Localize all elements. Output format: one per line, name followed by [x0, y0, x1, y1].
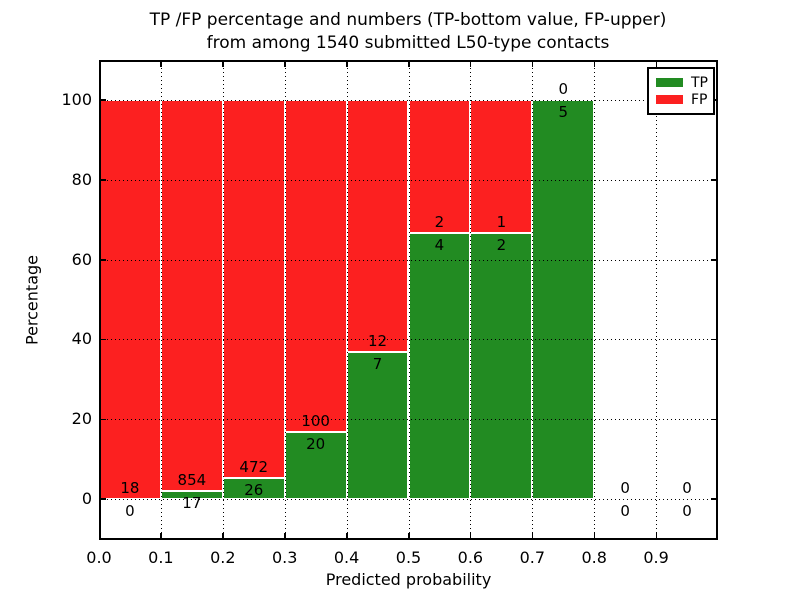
- x-tickmark-bottom-0.6: [469, 533, 472, 540]
- x-tickmark-top-0.0: [98, 60, 100, 67]
- annotation-tp-bin-3: 20: [306, 435, 326, 454]
- legend-item-fp: FP: [656, 91, 713, 108]
- legend-item-tp: TP: [656, 74, 713, 91]
- x-tickmark-bottom-0.0: [98, 533, 100, 540]
- bar-fp-bin-4: [346, 99, 409, 352]
- annotation-tp-bin-9: 0: [682, 501, 692, 520]
- y-tickmark-right-20: [711, 418, 718, 421]
- x-tickmark-bottom-0.4: [346, 533, 348, 540]
- annotation-tp-bin-0: 0: [125, 501, 135, 520]
- x-tickmark-top-0.2: [222, 60, 224, 67]
- annotation-fp-bin-1: 854: [177, 471, 207, 490]
- x-tick-label-0.3: 0.3: [271, 548, 298, 567]
- plot-area: TP FP 18 0 854 17 472 26 100 20 12 7 2 4 1 2 0 5 0 0 0 0: [98, 60, 718, 540]
- x-tick-label-0.1: 0.1: [148, 548, 174, 567]
- annotation-fp-bin-5: 2: [434, 212, 445, 231]
- y-tickmark-right-40: [711, 338, 718, 341]
- annotation-fp-bin-9: 0: [682, 478, 692, 497]
- x-tickmark-top-0.9: [655, 60, 658, 67]
- v-gridline-0.9: [656, 60, 658, 540]
- annotation-fp-bin-6: 1: [496, 212, 507, 231]
- x-axis-label: Predicted probability: [325, 570, 492, 589]
- x-tick-label-0.8: 0.8: [581, 548, 607, 567]
- annotation-fp-bin-4: 12: [368, 331, 388, 350]
- annotation-tp-bin-6: 2: [496, 235, 507, 254]
- tp-legend-label: TP: [691, 74, 708, 91]
- legend: TP FP: [647, 67, 715, 115]
- x-tickmark-bottom-0.1: [160, 533, 162, 540]
- annotation-fp-bin-2: 472: [239, 458, 269, 477]
- v-gridline-0.5: [408, 60, 410, 540]
- y-tickmark-left-20: [99, 418, 106, 421]
- y-tickmark-right-80: [711, 179, 718, 181]
- x-tickmark-top-0.7: [531, 60, 534, 67]
- x-tickmark-top-0.4: [346, 60, 348, 67]
- v-gridline-0.3: [284, 60, 286, 540]
- y-tick-label-60: 60: [71, 249, 92, 269]
- x-tickmark-top-0.8: [593, 60, 596, 67]
- x-tick-label-0.6: 0.6: [457, 548, 484, 567]
- annotation-fp-bin-0: 18: [120, 478, 140, 497]
- y-tick-label-40: 40: [71, 329, 92, 349]
- x-tick-label-0.0: 0.0: [86, 548, 112, 567]
- v-gridline-0.7: [532, 60, 534, 540]
- bar-tp-bin-6: [470, 232, 533, 499]
- annotation-tp-bin-7: 5: [558, 102, 569, 121]
- v-gridline-0.8: [594, 60, 596, 540]
- x-tickmark-bottom-0.5: [408, 533, 410, 540]
- annotation-fp-bin-8: 0: [620, 478, 630, 497]
- x-tickmark-top-0.6: [469, 60, 472, 67]
- v-gridline-0.1: [160, 60, 162, 540]
- annotation-tp-bin-8: 0: [620, 501, 630, 520]
- y-tickmark-left-0: [99, 498, 106, 500]
- v-gridline-0.2: [222, 60, 224, 540]
- y-tick-label-20: 20: [71, 409, 92, 429]
- y-tick-label-80: 80: [71, 169, 92, 189]
- x-tick-label-0.5: 0.5: [395, 548, 422, 567]
- x-tick-label-0.7: 0.7: [519, 548, 546, 567]
- annotation-tp-bin-2: 26: [244, 481, 264, 500]
- x-tickmark-top-0.3: [284, 60, 286, 67]
- x-tickmark-top-0.5: [408, 60, 410, 67]
- y-tick-label-100: 100: [61, 89, 92, 109]
- x-tick-label-0.4: 0.4: [333, 548, 360, 567]
- y-tickmark-left-60: [99, 259, 106, 261]
- bar-fp-bin-3: [284, 99, 347, 433]
- x-tickmark-bottom-0.8: [593, 533, 596, 540]
- x-tickmark-bottom-0.2: [222, 533, 224, 540]
- y-tickmark-left-40: [99, 338, 106, 341]
- bar-tp-bin-4: [346, 351, 409, 499]
- fp-legend-label: FP: [691, 91, 708, 108]
- bar-tp-bin-7: [532, 99, 595, 499]
- x-tickmark-top-0.1: [160, 60, 162, 67]
- annotation-fp-bin-3: 100: [301, 412, 330, 431]
- bar-fp-bin-2: [222, 99, 285, 479]
- bar-tp-bin-5: [408, 232, 471, 499]
- y-tickmark-left-100: [99, 99, 106, 101]
- annotation-fp-bin-7: 0: [558, 79, 569, 98]
- x-tickmark-bottom-0.9: [655, 533, 658, 540]
- x-tick-label-0.2: 0.2: [210, 548, 236, 567]
- x-tickmark-bottom-0.3: [284, 533, 286, 540]
- chart-title: TP /FP percentage and numbers (TP-bottom…: [149, 10, 667, 53]
- bar-fp-bin-1: [160, 99, 223, 492]
- x-tickmark-bottom-0.7: [531, 533, 534, 540]
- x-tick-label-0.9: 0.9: [643, 548, 669, 567]
- y-tickmark-left-80: [99, 179, 106, 181]
- v-gridline-0.4: [346, 60, 348, 540]
- v-gridline-0.6: [470, 60, 472, 540]
- annotation-tp-bin-4: 7: [372, 354, 383, 373]
- bar-fp-bin-6: [470, 99, 533, 233]
- annotation-tp-bin-5: 4: [434, 235, 445, 254]
- bar-fp-bin-0: [99, 99, 161, 499]
- tp-legend-swatch-icon: [656, 78, 683, 87]
- fp-legend-swatch-icon: [656, 95, 683, 104]
- y-tickmark-right-60: [711, 259, 718, 261]
- annotation-tp-bin-1: 17: [182, 494, 202, 513]
- y-tick-label-0: 0: [81, 488, 92, 508]
- y-tickmark-right-0: [711, 498, 718, 500]
